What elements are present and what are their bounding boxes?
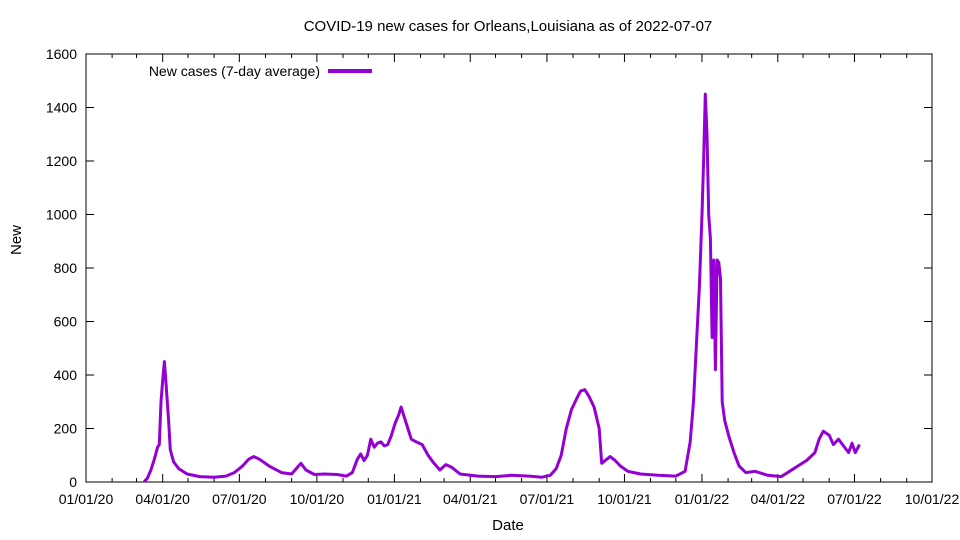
x-tick-label: 01/01/20 xyxy=(59,491,114,507)
series-line xyxy=(142,92,861,483)
chart-title: COVID-19 new cases for Orleans,Louisiana… xyxy=(303,18,713,35)
y-tick-label: 1200 xyxy=(46,153,77,169)
x-tick-label: 07/01/20 xyxy=(212,491,267,507)
x-tick-label: 04/01/22 xyxy=(751,491,806,507)
x-tick-label: 04/01/20 xyxy=(135,491,190,507)
series-layer xyxy=(142,92,861,483)
x-tick-label: 04/01/21 xyxy=(443,491,498,507)
y-tick-label: 1400 xyxy=(46,100,77,116)
axes-layer: 0 200 400 600 800 1000 1200 1400 1600 01/01/20 04/… xyxy=(46,46,960,507)
x-tick-label: 07/01/21 xyxy=(520,491,575,507)
y-tick-label: 400 xyxy=(54,367,78,383)
y-axis-label: New xyxy=(8,224,25,255)
x-tick-label: 10/01/21 xyxy=(597,491,652,507)
y-tick-label: 200 xyxy=(54,421,78,437)
x-axis-label: Date xyxy=(492,517,524,534)
x-tick-label: 01/01/22 xyxy=(675,491,730,507)
y-tick-label: 1600 xyxy=(46,46,77,62)
y-tick-label: 800 xyxy=(54,260,78,276)
legend-label: New cases (7-day average) xyxy=(149,63,320,79)
y-tick-label: 1000 xyxy=(46,207,77,223)
y-tick-label: 600 xyxy=(54,314,78,330)
plot-frame xyxy=(85,53,933,483)
x-tick-label: 07/01/22 xyxy=(827,491,882,507)
legend: New cases (7-day average) xyxy=(149,63,372,79)
x-tick-label: 01/01/21 xyxy=(367,491,422,507)
y-tick-label: 0 xyxy=(69,474,77,490)
x-tick-label: 10/01/20 xyxy=(290,491,345,507)
x-tick-label: 10/01/22 xyxy=(905,491,960,507)
